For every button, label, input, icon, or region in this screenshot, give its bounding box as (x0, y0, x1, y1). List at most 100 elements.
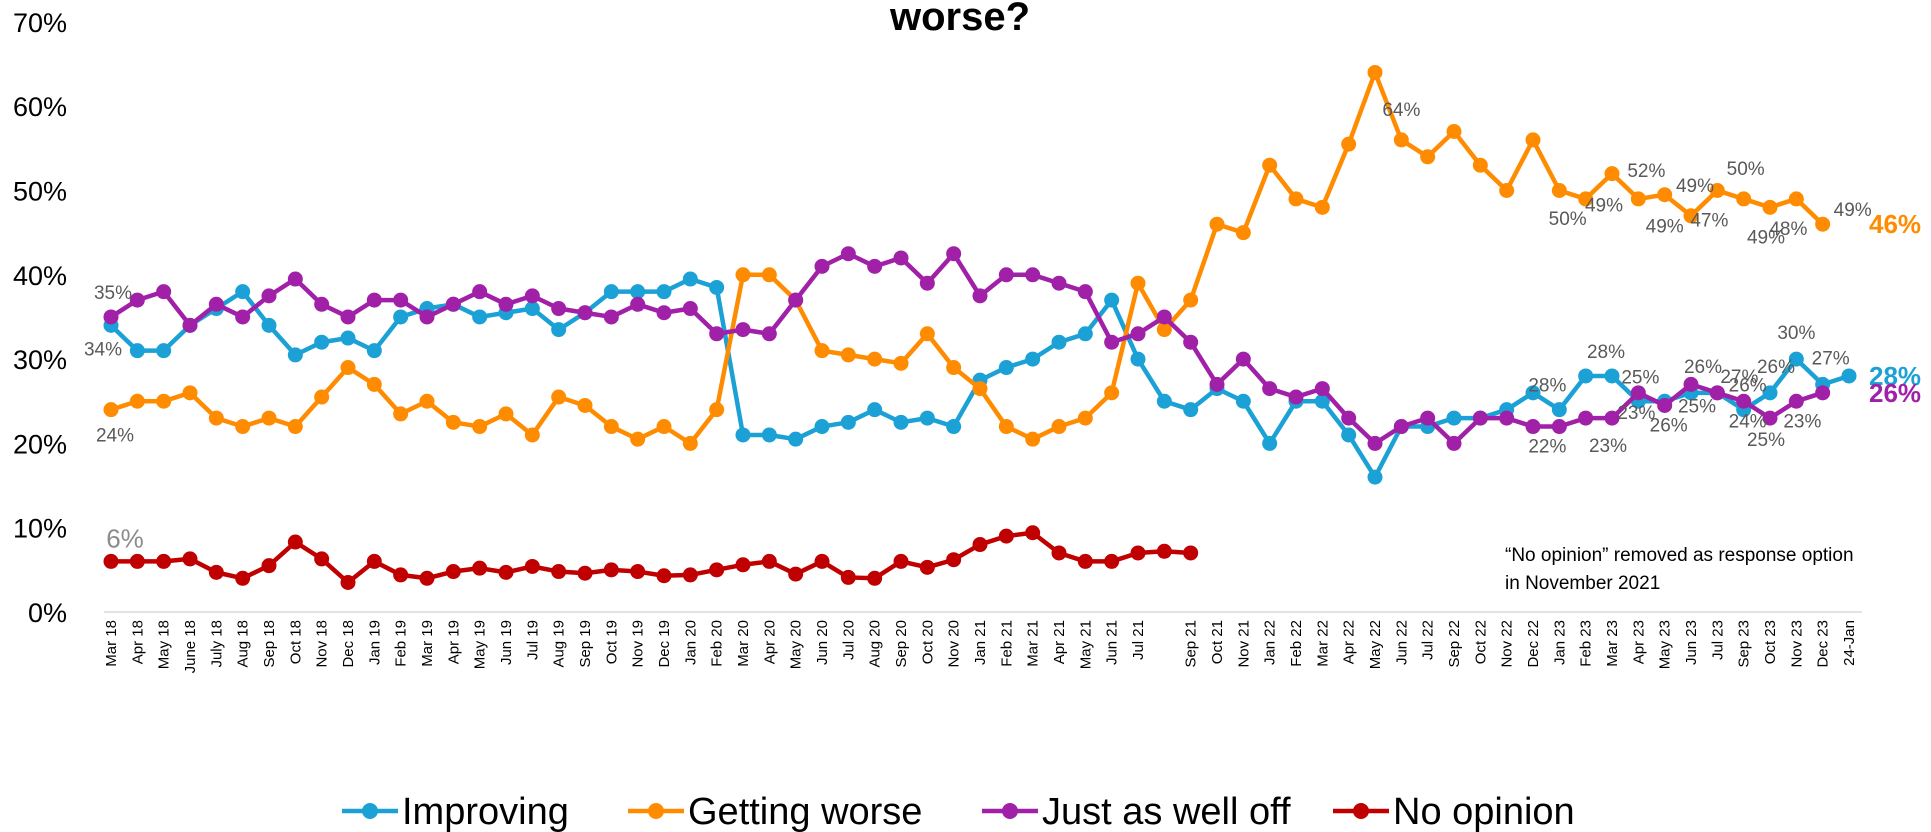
y-tick-label: 50% (13, 177, 67, 207)
x-tick-label: Apr 22 (1341, 620, 1358, 664)
legend-swatch-marker (362, 803, 378, 819)
data-point (1788, 393, 1804, 409)
x-tick-label: Aug 18 (235, 620, 252, 668)
data-label: 25% (1621, 367, 1659, 388)
data-point (998, 419, 1014, 435)
x-tick-label: Jul 23 (1709, 620, 1726, 660)
data-point (340, 330, 356, 346)
x-tick-label: Jul 19 (524, 620, 541, 660)
data-point (814, 258, 830, 274)
data-point (1288, 389, 1304, 405)
data-point (1130, 545, 1146, 561)
data-point (867, 570, 883, 586)
data-point (735, 427, 751, 443)
data-point (287, 419, 303, 435)
data-point (1630, 385, 1646, 401)
data-point (1314, 393, 1330, 409)
data-point (1578, 368, 1594, 384)
data-point (893, 553, 909, 569)
data-point (972, 381, 988, 397)
data-point (1209, 216, 1225, 232)
y-tick-label: 10% (13, 514, 67, 544)
data-point (919, 326, 935, 342)
data-point (1156, 393, 1172, 409)
data-point (1657, 397, 1673, 413)
data-point (287, 534, 303, 550)
data-point (630, 564, 646, 580)
data-point (393, 406, 409, 422)
data-point (366, 553, 382, 569)
data-point (1578, 191, 1594, 207)
data-point (1604, 368, 1620, 384)
data-point (814, 419, 830, 435)
data-point (103, 402, 119, 418)
y-tick-label: 20% (13, 429, 67, 459)
data-point (103, 553, 119, 569)
data-point (551, 322, 567, 338)
data-point (1762, 385, 1778, 401)
data-point (630, 284, 646, 300)
y-tick-label: 0% (28, 598, 67, 628)
end-label-getting-worse: 46% (1869, 209, 1921, 239)
data-point (761, 326, 777, 342)
x-tick-label: May 21 (1077, 620, 1094, 669)
legend-label: Improving (402, 791, 569, 832)
data-label: 52% (1627, 161, 1665, 182)
x-tick-label: Oct 18 (287, 620, 304, 664)
x-tick-label: Jun 22 (1393, 620, 1410, 665)
x-tick-label: July 18 (208, 620, 225, 668)
legend-label: Just as well off (1042, 791, 1291, 832)
note-line: in November 2021 (1505, 573, 1660, 594)
data-point (551, 389, 567, 405)
data-point (1051, 275, 1067, 291)
data-point (656, 305, 672, 321)
legend-item-getting-worse: Getting worse (628, 791, 922, 832)
data-point (919, 275, 935, 291)
data-point (314, 389, 330, 405)
legend-item-just-as-well-off: Just as well off (982, 791, 1291, 832)
data-point (1393, 132, 1409, 148)
data-point (919, 559, 935, 575)
data-point (603, 419, 619, 435)
data-point (472, 560, 488, 576)
data-point (1288, 191, 1304, 207)
data-point (1183, 545, 1199, 561)
x-tick-label: Apr 20 (761, 620, 778, 664)
data-point (1235, 351, 1251, 367)
data-point (735, 557, 751, 573)
data-point (1077, 410, 1093, 426)
data-point (1762, 410, 1778, 426)
data-point (1446, 435, 1462, 451)
data-point (1551, 402, 1567, 418)
data-point (1604, 410, 1620, 426)
data-point (630, 431, 646, 447)
x-tick-label: May 20 (788, 620, 805, 669)
x-tick-label: Feb 21 (998, 620, 1015, 667)
data-point (1736, 191, 1752, 207)
x-tick-label: Mar 18 (103, 620, 120, 667)
y-tick-label: 40% (13, 261, 67, 291)
data-point (577, 565, 593, 581)
data-point (1025, 351, 1041, 367)
x-tick-label: Dec 19 (656, 620, 673, 668)
x-tick-label: Nov 23 (1788, 620, 1805, 668)
data-point (208, 296, 224, 312)
legend-swatch-marker (1002, 803, 1018, 819)
data-point (1183, 402, 1199, 418)
data-label: 26% (1684, 357, 1722, 378)
x-tick-label: Nov 22 (1499, 620, 1516, 668)
data-point (1499, 410, 1515, 426)
data-point (1104, 334, 1120, 350)
x-tick-label: Jan 21 (972, 620, 989, 665)
data-label: 49% (1676, 176, 1714, 197)
x-tick-label: Nov 21 (1235, 620, 1252, 668)
data-point (1262, 157, 1278, 173)
data-point (867, 402, 883, 418)
x-tick-label: Oct 22 (1472, 620, 1489, 664)
series-improving (103, 271, 1857, 485)
data-point (472, 284, 488, 300)
data-label: 27% (1720, 367, 1758, 388)
data-point (261, 317, 277, 333)
data-point (1051, 545, 1067, 561)
x-tick-label: Oct 23 (1762, 620, 1779, 664)
